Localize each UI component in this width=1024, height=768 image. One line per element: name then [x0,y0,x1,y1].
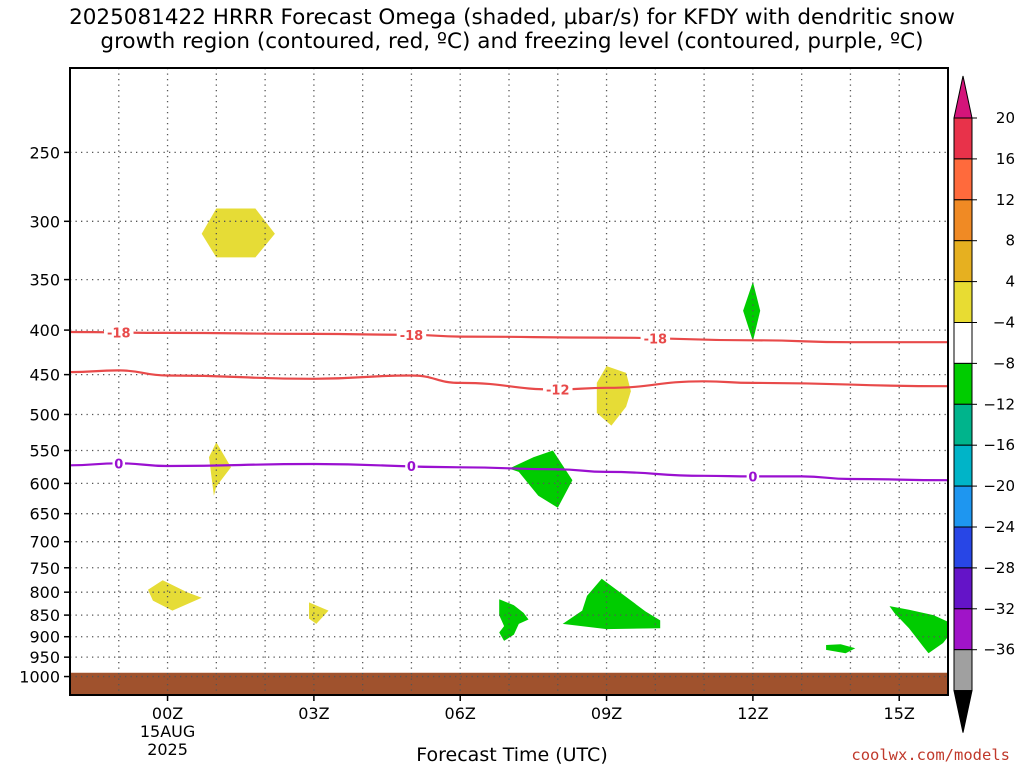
x-tick-sublabel-0: 15AUG [140,722,195,741]
dendritic-contour-label-0-1: -18 [400,329,424,344]
dendritic-label-bg-1-0 [543,382,573,397]
freezing-contour-label-2-2: 0 [748,470,757,485]
colorbar-swatch-7 [953,403,973,446]
chart-title: 2025081422 HRRR Forecast Omega (shaded, … [0,6,1024,54]
dendritic-label-bg-0-0 [104,325,134,340]
colorbar-label-10: −24 [983,518,1015,536]
omega-region-9 [889,606,948,654]
omega-region-0 [201,208,275,258]
y-tick-label-550: 550 [29,442,60,461]
plot-frame [69,67,949,696]
y-tick-label-800: 800 [29,583,60,602]
omega-region-7 [499,599,529,641]
colorbar-label-7: −12 [983,395,1015,413]
omega-region-10 [826,644,856,654]
y-tick-label-900: 900 [29,628,60,647]
colorbar-label-1: 16 [996,150,1015,168]
x-tick-label-00Z: 00Z [152,704,183,723]
y-tick-label-700: 700 [29,533,60,552]
x-tick-label-09Z: 09Z [591,704,622,723]
terrain-fill [70,672,948,695]
colorbar-swatch-0 [953,117,973,160]
contour-layer: -18 -18 -18 -12 0 0 0 [69,325,949,485]
dendritic-label-bg-0-1 [396,327,427,342]
dendritic-contour-label-1-0: -12 [546,383,570,398]
freezing-contour-label-2-1: 0 [407,460,416,475]
colorbar-swatch-2 [953,199,973,242]
y-tick-label-1000: 1000 [19,668,60,687]
dendritic-contour-1 [69,369,949,391]
y-tick-label-250: 250 [29,143,60,162]
colorbar-swatch-13 [953,649,973,692]
colorbar-swatch-12 [953,608,973,651]
terrain-layer [70,672,948,695]
y-tick-label-500: 500 [29,405,60,424]
axis-layer: 250 300 350 400 450 500 550 600 650 700 750 800 850 9… [19,143,915,759]
x-tick-label-06Z: 06Z [445,704,476,723]
y-tick-label-350: 350 [29,271,60,290]
grid-layer [70,68,948,695]
freezing-label-bg-2-2 [746,469,760,484]
colorbar-swatch-5 [953,322,973,364]
colorbar-label-6: −8 [993,354,1015,372]
omega-shading-layer [148,208,948,654]
colorbar-swatch-6 [953,362,973,405]
colorbar-label-8: −16 [983,436,1015,454]
colorbar-label-11: −28 [983,559,1015,577]
title-line-2: growth region (contoured, red, ºC) and f… [100,29,924,54]
colorbar-label-5: −4 [993,314,1015,332]
x-tick-label-15Z: 15Z [884,704,915,723]
omega-region-8 [562,578,661,630]
dendritic-label-bg-0-2 [640,331,671,346]
omega-region-4 [309,602,329,624]
colorbar-swatch-3 [953,240,973,283]
omega-region-2 [209,442,231,496]
freezing-label-bg-2-0 [112,456,126,471]
colorbar-label-4: 4 [1005,273,1015,291]
freezing-contour-label-2-0: 0 [114,457,123,472]
y-tick-label-950: 950 [29,648,60,667]
colorbar-swatch-8 [953,444,973,487]
freezing-label-bg-2-1 [405,459,418,474]
colorbar-swatch-4 [953,281,973,324]
colorbar-label-9: −20 [983,477,1015,495]
y-tick-label-300: 300 [29,212,60,231]
colorbar-label-2: 12 [996,191,1015,209]
credit-text: coolwx.com/models [851,746,1010,764]
y-tick-label-450: 450 [29,366,60,385]
colorbar-swatch-10 [953,526,973,569]
y-tick-label-650: 650 [29,505,60,524]
colorbar-top-arrow [953,75,973,119]
title-line-1: 2025081422 HRRR Forecast Omega (shaded, … [69,5,955,30]
colorbar-label-3: 8 [1005,232,1015,250]
omega-region-5 [509,450,573,508]
dendritic-contour-0 [69,330,948,344]
x-axis-label: Forecast Time (UTC) [416,744,608,766]
y-tick-label-400: 400 [29,321,60,340]
dendritic-contour-label-0-0: -18 [107,326,131,341]
colorbar-label-13: −36 [983,641,1015,659]
x-tick-label-12Z: 12Z [737,704,768,723]
colorbar-label-12: −32 [983,600,1015,618]
colorbar-bottom-arrow [953,690,973,733]
colorbar-label-0: 20 [996,109,1015,127]
freezing-contour-2 [69,462,949,482]
x-tick-sublabel-1: 2025 [147,740,188,759]
colorbar-swatch-1 [953,158,973,201]
colorbar-swatch-11 [953,567,973,610]
y-tick-label-600: 600 [29,474,60,493]
dendritic-contour-label-0-2: -18 [644,333,668,348]
omega-region-3 [148,580,202,611]
y-tick-label-750: 750 [29,559,60,578]
omega-colorbar: 20 16 12 8 4 −4 −8 −12 −16 −20 −24 −28 −32 −36 [953,75,1015,733]
colorbar-swatch-9 [953,485,973,528]
y-tick-label-850: 850 [29,606,60,625]
omega-region-1 [596,366,631,426]
x-tick-label-03Z: 03Z [298,704,329,723]
omega-region-6 [743,281,761,342]
